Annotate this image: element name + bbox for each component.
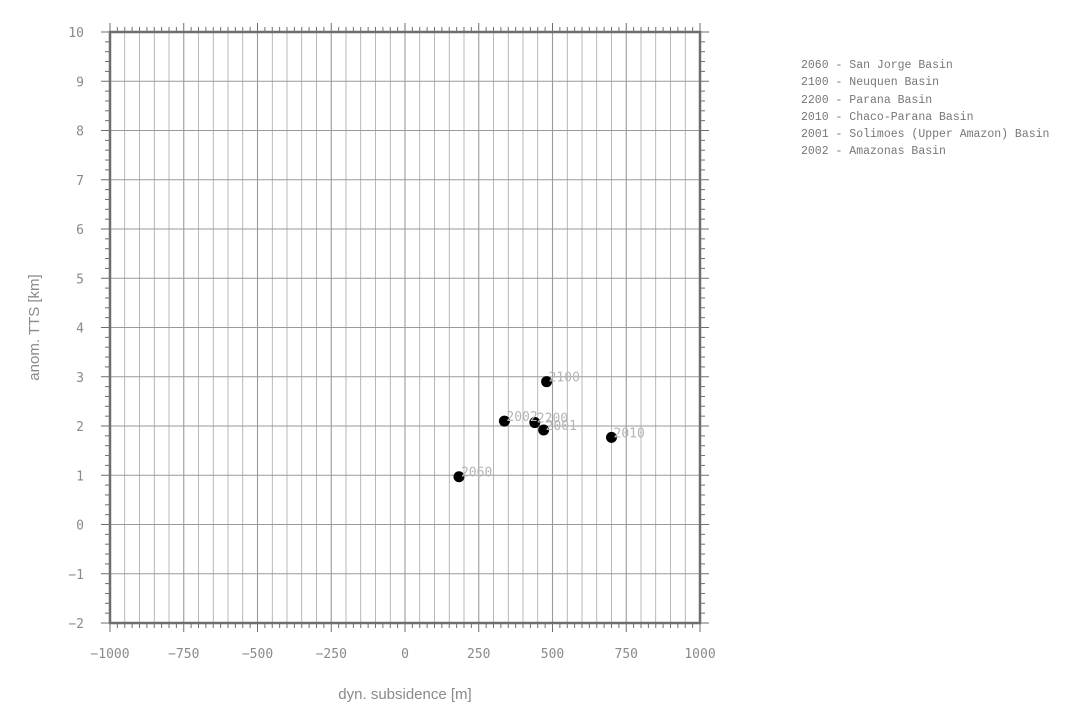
x-tick-label: −750 [168, 647, 199, 662]
data-point-label-2001: 2001 [546, 419, 577, 434]
x-tick-label: 0 [401, 647, 409, 662]
y-tick-label: 6 [76, 223, 84, 238]
legend: 2060 - San Jorge Basin 2100 - Neuquen Ba… [801, 57, 1049, 161]
y-tick-label: 10 [68, 26, 84, 41]
y-tick-label: 0 [76, 519, 84, 534]
data-point-2002 [498, 415, 510, 427]
x-tick-label: 250 [467, 647, 490, 662]
legend-entry: 2100 - Neuquen Basin [801, 76, 940, 90]
legend-entry: 2010 - Chaco-Parana Basin [801, 110, 974, 124]
data-point-label-2100: 2100 [549, 371, 580, 386]
grid-lines [110, 32, 700, 623]
y-tick-label: −2 [68, 617, 84, 632]
y-tick-label: 9 [76, 75, 84, 90]
data-point-label-2200: 2200 [537, 412, 568, 427]
y-tick-label: 3 [76, 371, 84, 386]
legend-entry: 2001 - Solimoes (Upper Amazon) Basin [801, 128, 1050, 142]
y-tick-label: 4 [76, 322, 84, 337]
y-tick-label: 2 [76, 420, 84, 435]
legend-entry: 2002 - Amazonas Basin [801, 145, 946, 159]
data-point-2060 [453, 471, 465, 483]
data-point-label-2002: 2002 [506, 410, 537, 425]
legend-entry: 2200 - Parana Basin [801, 93, 933, 107]
data-point-label-2010: 2010 [614, 426, 645, 441]
data-point-label-2060: 2060 [461, 466, 492, 481]
x-tick-label: 500 [541, 647, 564, 662]
data-points: 2060 2100 2200 2010 2001 2002 [453, 371, 645, 483]
data-point-2010 [606, 431, 617, 443]
x-axis-title: dyn. subsidence [m] [338, 686, 471, 703]
data-point-2200 [529, 417, 541, 429]
y-tick-label: 5 [76, 272, 84, 287]
y-axis-title: anom. TTS [km] [26, 274, 43, 380]
y-tick-label: 8 [76, 125, 84, 140]
x-tick-label: −1000 [90, 647, 129, 662]
y-tick-label: 7 [76, 174, 84, 189]
data-point-2100 [541, 376, 553, 388]
axis-ticks [101, 23, 709, 632]
x-tick-label: −500 [242, 647, 273, 662]
x-tick-label: −250 [316, 647, 347, 662]
x-tick-label: 1000 [684, 647, 715, 662]
y-tick-label: −1 [68, 568, 84, 583]
legend-entry: 2060 - San Jorge Basin [801, 59, 953, 72]
y-tick-label: 1 [76, 469, 84, 484]
x-tick-label: 750 [615, 647, 638, 662]
data-point-2001 [538, 424, 550, 436]
